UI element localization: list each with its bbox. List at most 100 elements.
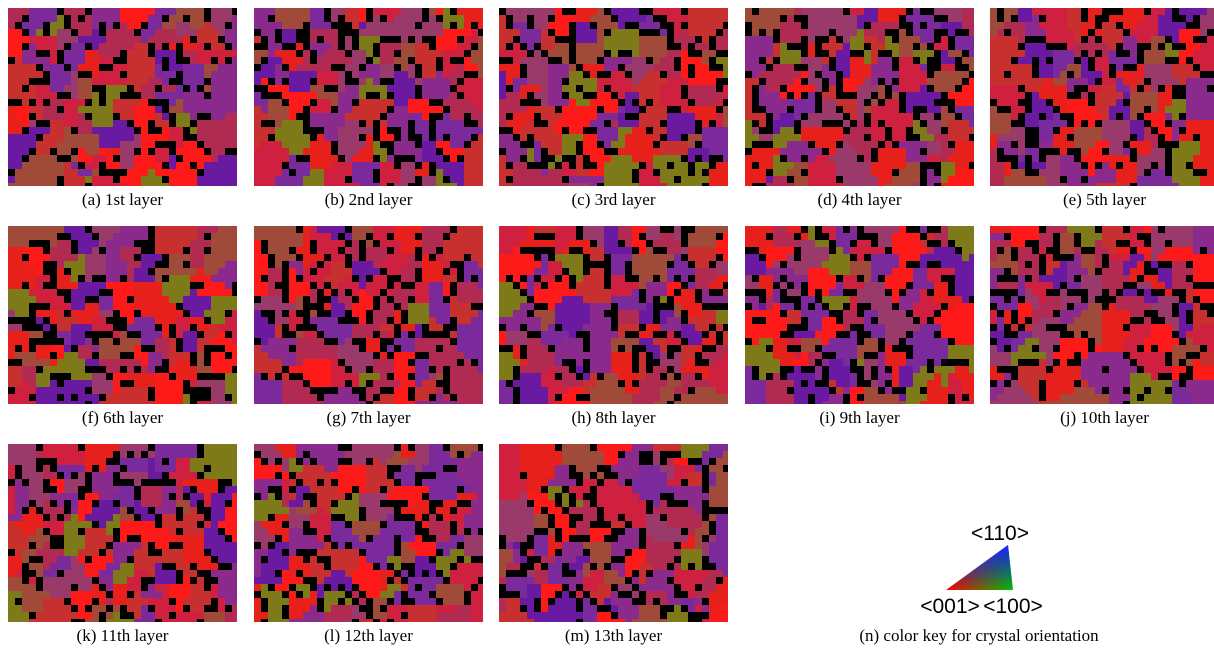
grain	[268, 514, 275, 521]
grain	[780, 29, 808, 36]
grain	[36, 29, 43, 36]
grain	[317, 247, 338, 254]
grain	[1172, 324, 1179, 331]
grain	[8, 563, 22, 570]
grain	[303, 183, 324, 186]
grain	[885, 141, 892, 148]
grain	[29, 113, 36, 120]
grain	[387, 563, 394, 570]
grain	[352, 106, 387, 113]
grain	[653, 247, 667, 254]
grain	[415, 387, 436, 394]
grain	[8, 43, 22, 50]
grain	[1144, 134, 1158, 141]
grain	[499, 296, 527, 303]
grain	[1102, 36, 1123, 43]
grain	[204, 85, 211, 92]
grain	[1011, 254, 1018, 261]
grain	[611, 303, 618, 310]
grain	[773, 275, 780, 282]
grain	[282, 120, 303, 127]
grain	[148, 50, 155, 57]
grain	[254, 120, 261, 127]
grain	[99, 345, 134, 352]
grain	[296, 50, 303, 57]
grain	[1116, 296, 1144, 303]
grain	[218, 479, 232, 486]
grain	[1144, 50, 1165, 57]
grain	[850, 261, 871, 268]
grain	[1186, 120, 1214, 127]
grain	[78, 29, 92, 36]
grain	[1081, 233, 1102, 240]
grain	[969, 78, 974, 85]
grain	[148, 451, 155, 458]
grain	[1207, 247, 1214, 254]
grain	[660, 226, 674, 233]
grain	[254, 387, 282, 394]
grain	[1004, 29, 1011, 36]
grain	[176, 345, 183, 352]
grain	[688, 317, 716, 324]
grain	[920, 22, 927, 29]
grain	[162, 486, 176, 493]
grain	[934, 317, 974, 324]
grain	[394, 338, 415, 345]
grain	[394, 394, 408, 401]
grain	[457, 8, 483, 15]
grain	[1046, 373, 1081, 380]
grain	[15, 113, 29, 120]
grain	[520, 57, 548, 64]
grain	[450, 380, 483, 387]
grain	[36, 612, 78, 619]
grain	[436, 15, 443, 22]
grain	[681, 247, 688, 254]
grain	[990, 324, 997, 331]
grain	[422, 268, 443, 275]
grain	[850, 8, 864, 15]
grain	[562, 373, 576, 380]
grain	[359, 64, 366, 71]
grain	[387, 373, 394, 380]
grain	[1081, 22, 1095, 29]
grain	[134, 366, 141, 373]
grain	[1130, 317, 1144, 324]
grain	[604, 240, 618, 247]
grain	[548, 324, 555, 331]
grain	[667, 247, 681, 254]
grain	[611, 289, 632, 296]
grain	[204, 493, 211, 500]
grain	[443, 155, 450, 162]
grain	[815, 345, 822, 352]
grain	[415, 233, 422, 240]
grain	[197, 113, 211, 120]
grain	[618, 148, 660, 155]
grain	[120, 486, 134, 493]
grain	[815, 366, 822, 373]
grain	[71, 289, 99, 296]
grain	[885, 338, 899, 345]
grain	[639, 92, 660, 99]
grain	[1137, 233, 1151, 240]
grain	[759, 134, 773, 141]
grain	[99, 71, 120, 78]
grain	[127, 71, 155, 78]
grain	[920, 8, 934, 15]
grain	[794, 282, 801, 289]
grain	[745, 50, 773, 57]
grain	[120, 15, 148, 22]
grain	[303, 22, 310, 29]
grain	[436, 8, 443, 15]
grain	[155, 345, 169, 352]
grain	[127, 465, 148, 472]
grain	[254, 240, 261, 247]
grain	[43, 366, 85, 373]
grain	[387, 247, 394, 254]
grain	[387, 106, 394, 113]
grain	[1165, 134, 1172, 141]
grain	[232, 500, 237, 507]
grain	[162, 275, 169, 282]
grain	[723, 324, 728, 331]
grain	[359, 282, 366, 289]
grain	[695, 169, 702, 176]
